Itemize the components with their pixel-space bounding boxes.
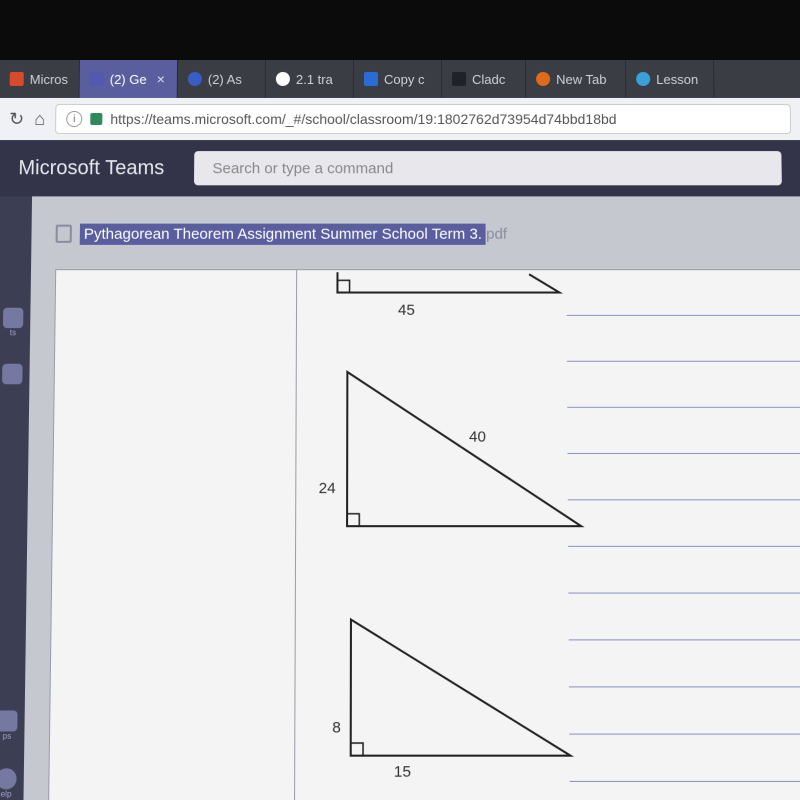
tab-clad[interactable]: Cladc	[442, 60, 526, 98]
document-wrapper: Pythagorean Theorem Assignment Summer Sc…	[23, 196, 800, 800]
tab-micros[interactable]: Micros	[0, 60, 80, 98]
tab-label: New Tab	[556, 71, 606, 86]
rail-text: elp	[0, 789, 16, 798]
tab-lesson[interactable]: Lesson	[626, 60, 714, 98]
address-bar[interactable]: i https://teams.microsoft.com/_#/school/…	[55, 104, 791, 134]
tab-label: Lesson	[656, 71, 698, 86]
t2-leg: 24	[319, 480, 336, 498]
t3-base: 15	[394, 763, 411, 781]
doc-icon	[364, 72, 378, 86]
info-icon[interactable]: i	[66, 111, 82, 127]
teams-title: Microsoft Teams	[18, 157, 164, 180]
rail-text: ps	[0, 731, 17, 740]
lesson-icon	[636, 72, 650, 86]
close-icon[interactable]: ×	[157, 71, 165, 87]
rail-item[interactable]: ts	[3, 308, 24, 338]
teams-icon	[90, 72, 104, 86]
a-icon	[452, 72, 466, 86]
tab-copy[interactable]: Copy c	[354, 60, 442, 98]
triangle-1: 45	[327, 270, 590, 331]
file-icon	[56, 225, 72, 243]
browser-tabstrip: Micros (2) Ge × (2) As 2.1 tra Copy c Cla…	[0, 60, 800, 98]
paper-margin	[48, 269, 297, 800]
refresh-icon[interactable]: ↻	[9, 108, 24, 129]
search-input[interactable]: Search or type a command	[194, 151, 782, 185]
content-area: ts ps elp Pythagorean Theorem Assignment…	[0, 196, 800, 800]
t2-hyp: 40	[469, 428, 486, 445]
triangle-2: 24 40	[306, 362, 602, 557]
paper-main: 45 24 40 8	[295, 269, 800, 800]
tab-assign[interactable]: (2) As	[178, 60, 266, 98]
opera-icon	[10, 72, 24, 86]
search-placeholder: Search or type a command	[212, 160, 393, 177]
rail-text: ts	[3, 328, 23, 337]
tab-label: Copy c	[384, 71, 425, 86]
tab-label: Cladc	[472, 71, 505, 86]
tab-label: (2) Ge	[110, 71, 147, 86]
rail-item-apps[interactable]: ps	[0, 710, 18, 740]
triangle-3: 8 15	[305, 609, 593, 787]
help-icon	[0, 768, 17, 789]
file-name-highlight: Pythagorean Theorem Assignment Summer Sc…	[80, 223, 486, 244]
tab-newtab[interactable]: New Tab	[526, 60, 626, 98]
file-ext: pdf	[486, 225, 507, 242]
rail-icon	[3, 308, 24, 328]
tab-label: (2) As	[208, 71, 242, 86]
teams-header: Microsoft Teams Search or type a command	[0, 140, 800, 196]
tab-label: Micros	[30, 71, 69, 86]
fire-icon	[536, 72, 550, 86]
rail-item-help[interactable]: elp	[0, 768, 17, 799]
rail-item[interactable]	[2, 364, 23, 384]
lock-icon	[90, 113, 102, 125]
tab-label: 2.1 tra	[296, 71, 333, 86]
t1-base: 45	[398, 302, 415, 319]
google-icon	[276, 72, 290, 86]
file-breadcrumb[interactable]: Pythagorean Theorem Assignment Summer Sc…	[56, 225, 508, 243]
t-icon	[188, 72, 202, 86]
browser-toolbar: ↻ ⌂ i https://teams.microsoft.com/_#/sch…	[0, 98, 800, 140]
rail-icon	[2, 364, 23, 384]
paper-area: 45 24 40 8	[48, 269, 800, 800]
apps-icon	[0, 710, 18, 731]
t3-leg: 8	[332, 719, 341, 737]
url-text: https://teams.microsoft.com/_#/school/cl…	[110, 111, 616, 127]
tab-google[interactable]: 2.1 tra	[266, 60, 354, 98]
home-icon[interactable]: ⌂	[34, 108, 45, 129]
tab-teams-active[interactable]: (2) Ge ×	[80, 60, 178, 98]
